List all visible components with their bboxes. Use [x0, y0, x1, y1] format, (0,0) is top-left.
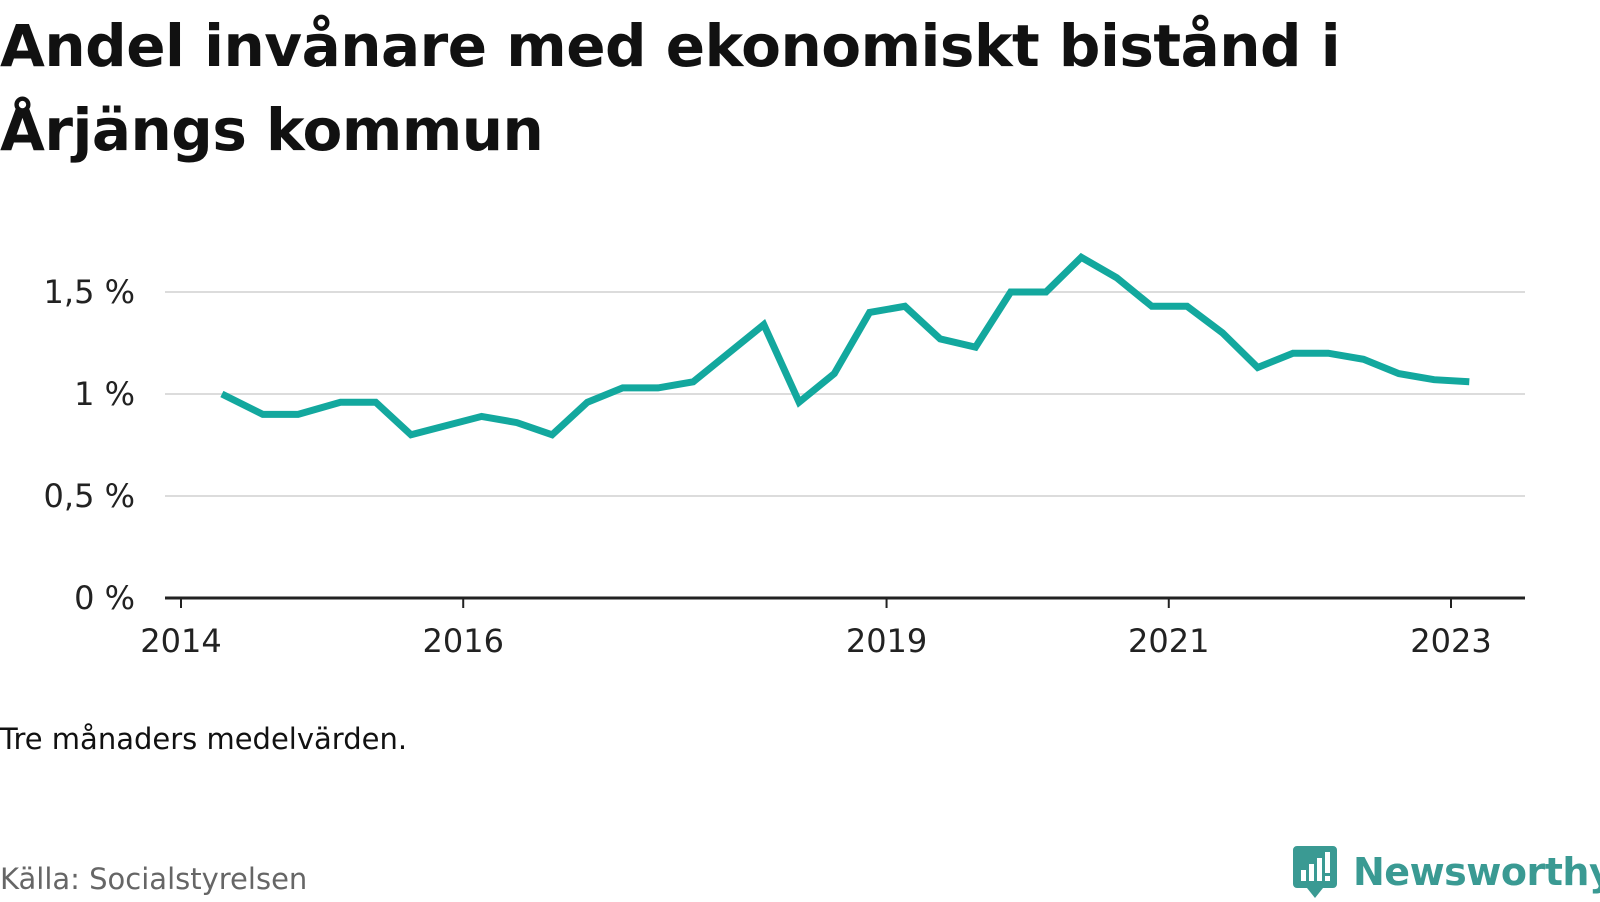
data-point	[549, 432, 555, 438]
data-point	[867, 309, 873, 315]
x-tick-label: 2021	[1128, 622, 1209, 660]
data-point	[726, 350, 732, 356]
y-tick-label: 1 %	[74, 375, 135, 413]
data-point	[1290, 350, 1296, 356]
data-point	[1219, 330, 1225, 336]
data-point	[973, 344, 979, 350]
y-tick-label: 1,5 %	[44, 273, 135, 311]
data-point	[514, 420, 520, 426]
data-point	[1361, 356, 1367, 362]
chart-title: Andel invånare med ekonomiskt bistånd i …	[0, 12, 1341, 164]
data-point	[937, 336, 943, 342]
data-point	[1255, 365, 1261, 371]
data-point	[408, 432, 414, 438]
data-point	[831, 371, 837, 377]
data-point	[1184, 303, 1190, 309]
x-axis: 2014 2016 2019 2021 2023	[140, 598, 1492, 660]
data-point	[655, 385, 661, 391]
x-tick-label: 2023	[1410, 622, 1491, 660]
x-tick-label: 2014	[140, 622, 221, 660]
y-tick-label: 0 %	[74, 579, 135, 617]
data-point	[1043, 289, 1049, 295]
data-point	[373, 399, 379, 405]
data-point	[1078, 254, 1084, 260]
data-point	[338, 399, 344, 405]
chart-note: Tre månaders medelvärden.	[0, 722, 408, 756]
data-point	[1325, 350, 1331, 356]
data-point	[620, 385, 626, 391]
data-point	[1114, 275, 1120, 281]
gridlines	[165, 291, 1525, 497]
data-point	[690, 379, 696, 385]
series-line	[220, 252, 1470, 439]
data-point	[1008, 289, 1014, 295]
data-point	[1431, 377, 1437, 383]
data-point	[219, 391, 225, 397]
data-point	[1149, 303, 1155, 309]
y-axis-tick-labels: 0 % 0,5 % 1 % 1,5 %	[44, 273, 135, 617]
newsworthy-logo-icon	[1293, 846, 1337, 898]
data-point	[796, 399, 802, 405]
data-point	[1396, 371, 1402, 377]
data-point	[902, 303, 908, 309]
newsworthy-brand[interactable]: Newsworthy	[1291, 842, 1600, 902]
data-point	[1466, 379, 1472, 385]
x-tick-label: 2016	[423, 622, 504, 660]
data-point	[295, 411, 301, 417]
data-point	[479, 413, 485, 419]
source-text: Källa: Socialstyrelsen	[0, 862, 308, 896]
data-point	[260, 411, 266, 417]
x-tick-label: 2019	[846, 622, 927, 660]
data-point	[584, 399, 590, 405]
data-point	[761, 322, 767, 328]
y-tick-label: 0,5 %	[44, 477, 135, 515]
series-layer	[219, 252, 1472, 439]
brand-name: Newsworthy	[1353, 850, 1600, 894]
